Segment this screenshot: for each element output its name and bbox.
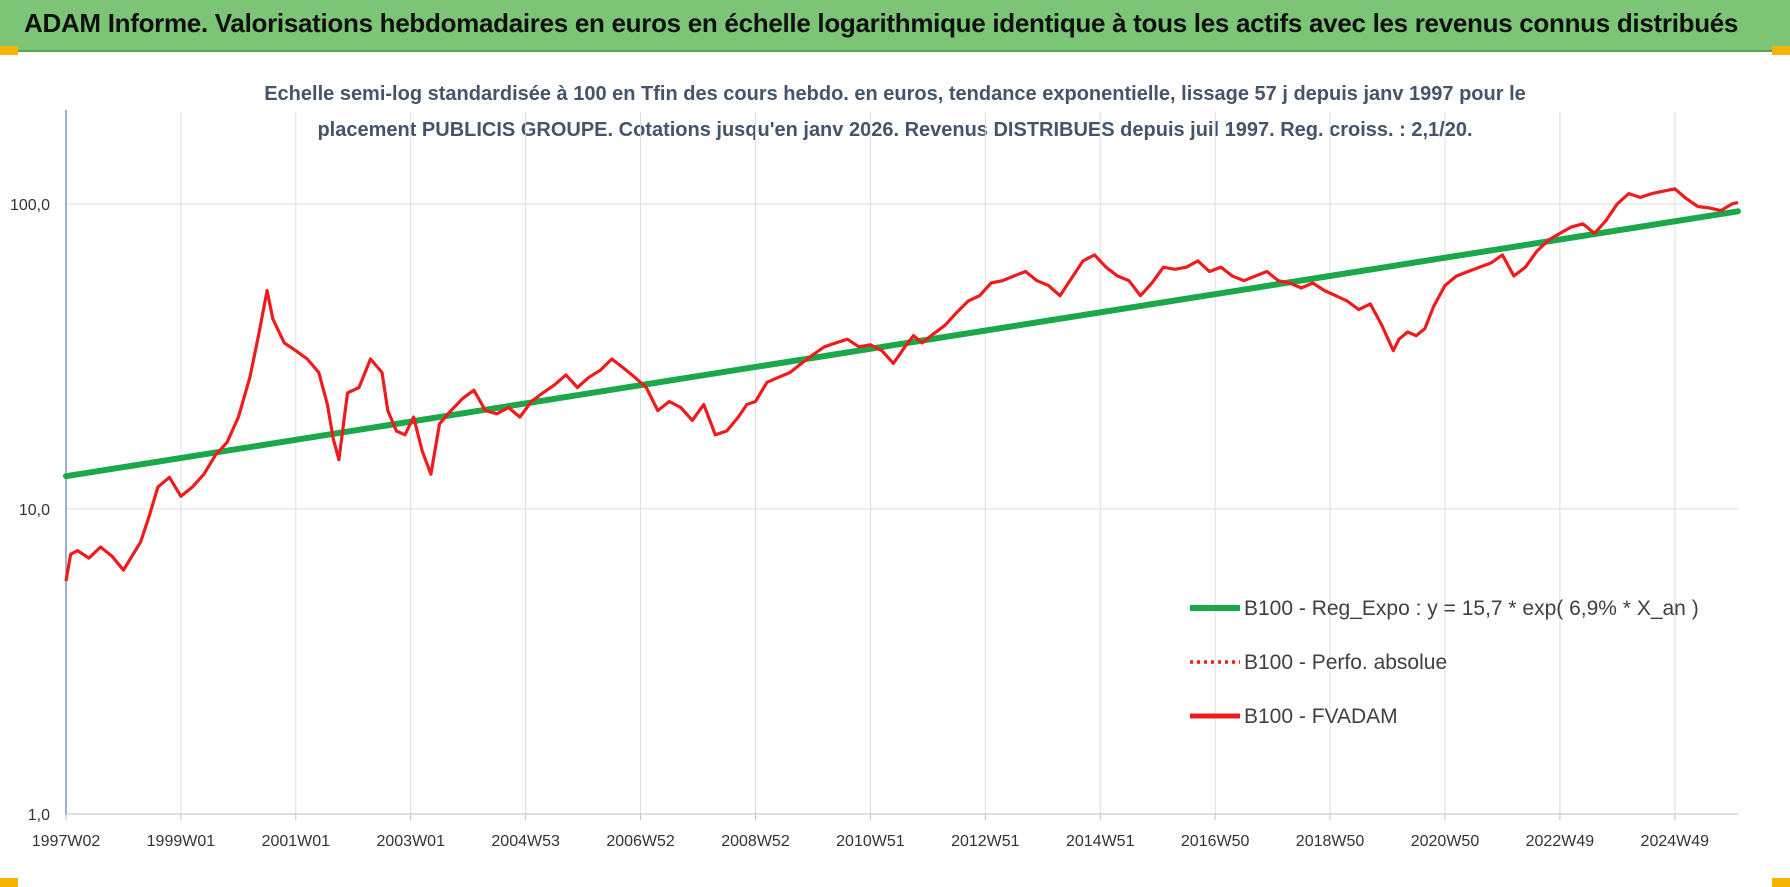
- x-tick-label: 2016W50: [1181, 833, 1250, 850]
- x-tick-label: 2020W50: [1411, 833, 1480, 850]
- x-tick-label: 2006W52: [606, 833, 675, 850]
- corner-accent-top-right: [1772, 46, 1790, 55]
- x-tick-label: 2022W49: [1526, 833, 1595, 850]
- legend-label: B100 - Perfo. absolue: [1244, 651, 1447, 674]
- chart-subtitle-line: Echelle semi-log standardisée à 100 en T…: [264, 83, 1526, 105]
- x-tick-label: 1999W01: [147, 833, 216, 850]
- x-tick-label: 2001W01: [262, 833, 331, 850]
- corner-accent-top-left: [0, 46, 18, 55]
- y-tick-label: 100,0: [10, 197, 50, 214]
- series-line-fvadam: [64, 187, 1739, 582]
- x-tick-label: 2014W51: [1066, 833, 1135, 850]
- x-tick-label: 2008W52: [721, 833, 790, 850]
- chart-subtitle-line: placement PUBLICIS GROUPE. Cotations jus…: [317, 119, 1472, 141]
- header-bar: ADAM Informe. Valorisations hebdomadaire…: [0, 0, 1790, 52]
- y-tick-label: 1,0: [28, 807, 50, 824]
- x-tick-label: 2018W50: [1296, 833, 1365, 850]
- series-line-reg-expo: [63, 208, 1741, 480]
- corner-accent-bottom-right: [1772, 878, 1790, 887]
- legend-label: B100 - Reg_Expo : y = 15,7 * exp( 6,9% *…: [1244, 597, 1699, 620]
- chart-series: [63, 187, 1741, 582]
- x-tick-label: 2010W51: [836, 833, 905, 850]
- legend-label: B100 - FVADAM: [1244, 705, 1398, 728]
- chart-grid: [65, 112, 1738, 815]
- chart-subtitle: Echelle semi-log standardisée à 100 en T…: [264, 83, 1526, 141]
- x-tick-label: 2024W49: [1641, 833, 1710, 850]
- x-tick-label: 2012W51: [951, 833, 1020, 850]
- corner-accent-bottom-left: [0, 878, 18, 887]
- x-tick-label: 2004W53: [491, 833, 560, 850]
- x-tick-label: 2003W01: [376, 833, 445, 850]
- page-title: ADAM Informe. Valorisations hebdomadaire…: [24, 8, 1739, 38]
- x-tick-label: 1997W02: [32, 833, 101, 850]
- y-tick-label: 10,0: [19, 502, 50, 519]
- chart-legend: B100 - Reg_Expo : y = 15,7 * exp( 6,9% *…: [1190, 597, 1699, 728]
- chart-axes: 1,0 10,0 100,0 1997W02 1999W01 2001W01 2003W01…: [10, 110, 1738, 850]
